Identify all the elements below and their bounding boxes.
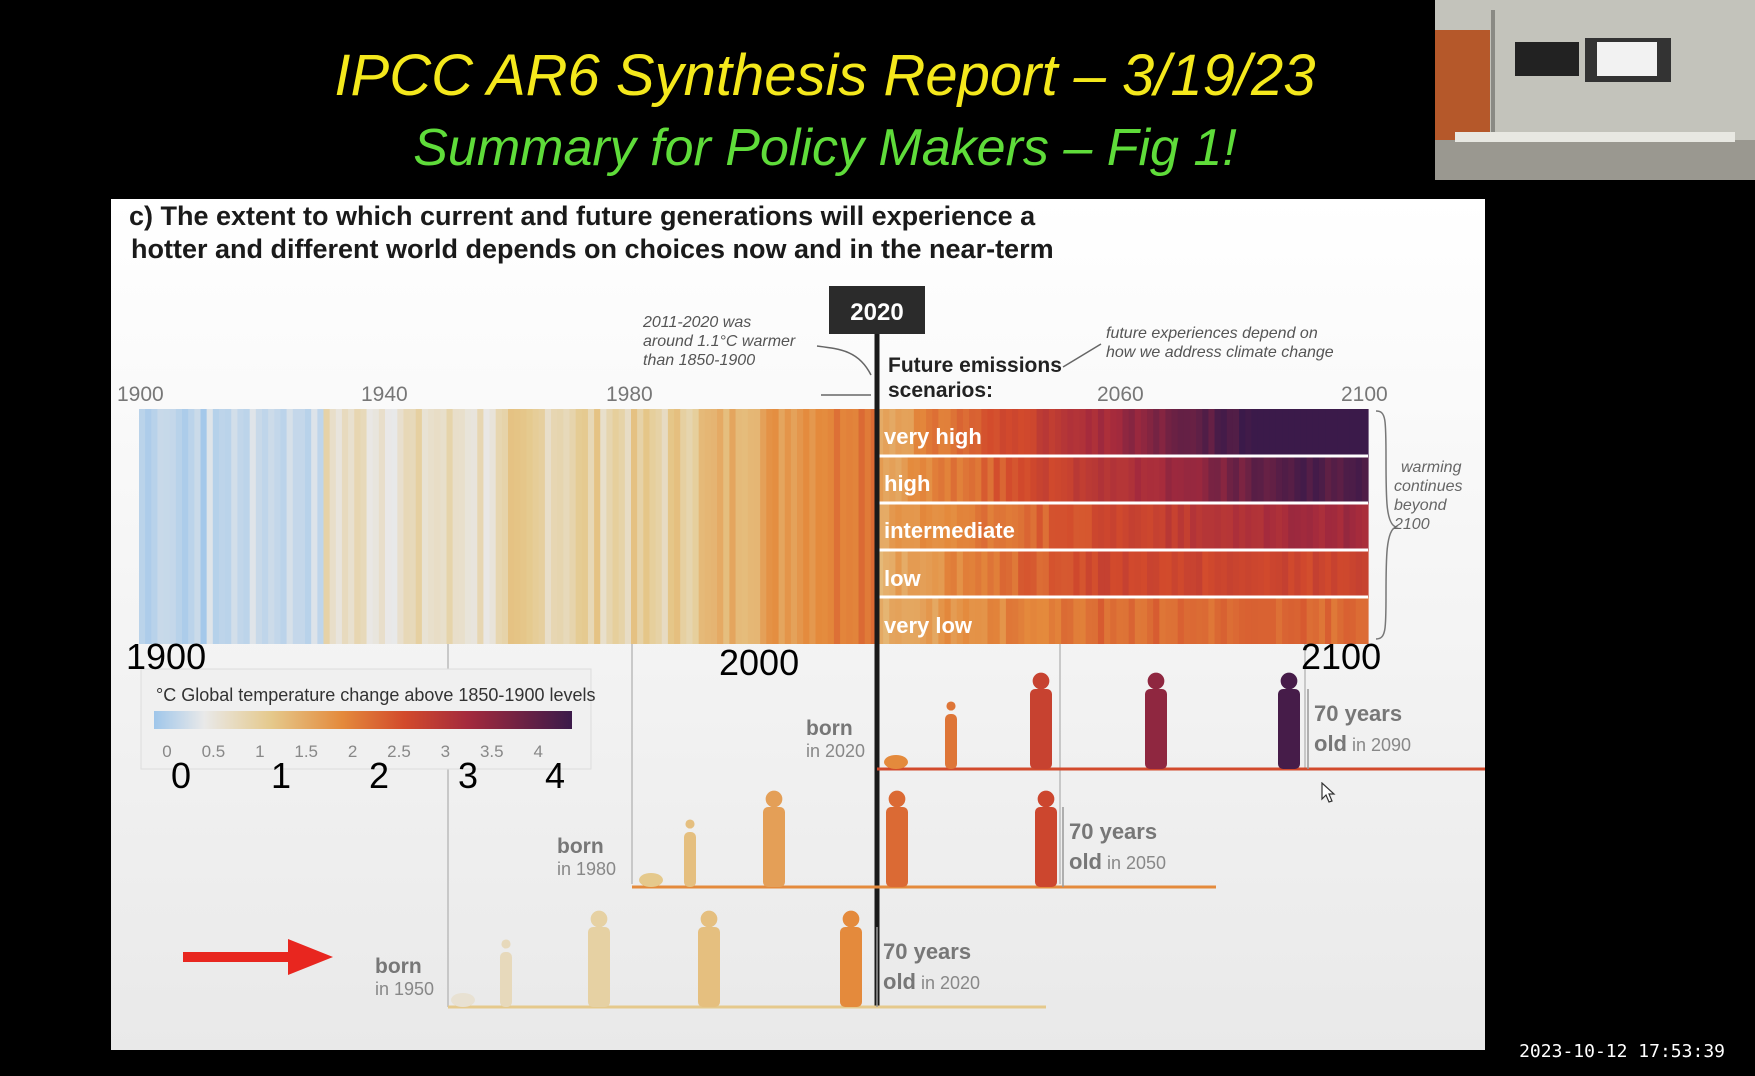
scenario-high: high xyxy=(884,471,930,496)
warming-note-4: 2100 xyxy=(1393,516,1430,533)
person-figure-icon xyxy=(700,910,718,928)
old-word-1: old xyxy=(1069,849,1102,874)
axis-year-1940: 1940 xyxy=(361,383,408,406)
slide-title: IPCC AR6 Synthesis Report – 3/19/23 xyxy=(334,43,1316,108)
old-year-1: in 2050 xyxy=(1107,853,1166,873)
legend-tick-4: 2 xyxy=(348,742,357,761)
scenario-stripes xyxy=(877,409,1369,644)
old-word-0: old xyxy=(1314,731,1347,756)
historical-stripes xyxy=(139,409,878,644)
figure-slide: c) The extent to which current and futur… xyxy=(111,199,1485,1050)
baby-figure-icon xyxy=(639,873,663,887)
note-left-2: around 1.1°C warmer xyxy=(643,333,796,350)
legend-tick-2: 1 xyxy=(255,742,264,761)
warming-stripes-figure: c) The extent to which current and futur… xyxy=(111,199,1485,1050)
figure-heading-line2: hotter and different world depends on ch… xyxy=(131,234,1054,264)
person-figure-icon xyxy=(501,939,511,949)
year-badge xyxy=(829,286,925,334)
person-figure-icon xyxy=(1037,790,1055,808)
person-figure-icon xyxy=(888,790,906,808)
red-arrow-icon xyxy=(183,939,333,975)
overlay-scale-2: 2 xyxy=(369,755,390,796)
age-word-0: 70 years xyxy=(1314,701,1402,726)
legend-tick-1: 0.5 xyxy=(202,742,226,761)
scenario-very-high: very high xyxy=(884,424,982,449)
born-year-1: in 1980 xyxy=(557,859,616,879)
person-figure-icon xyxy=(946,701,956,711)
born-year-2: in 1950 xyxy=(375,979,434,999)
born-word-0: born xyxy=(806,717,853,740)
person-figure-icon xyxy=(590,910,608,928)
overlay-scale-3: 3 xyxy=(458,755,479,796)
year-badge-label: 2020 xyxy=(850,299,903,326)
baby-figure-icon xyxy=(451,993,475,1007)
legend-tick-5: 2.5 xyxy=(387,742,411,761)
person-figure-icon xyxy=(685,819,695,829)
axis-year-1900: 1900 xyxy=(117,383,164,406)
overlay-year-1900: 1900 xyxy=(126,636,207,677)
legend-tick-0: 0 xyxy=(162,742,171,761)
baby-figure-icon xyxy=(884,755,908,769)
overlay-scale-0: 0 xyxy=(171,755,192,796)
overlay-scale-4: 4 xyxy=(545,755,566,796)
note-right-2: how we address climate change xyxy=(1106,344,1334,361)
axis-year-2060: 2060 xyxy=(1097,383,1144,406)
legend-tick-7: 3.5 xyxy=(480,742,504,761)
figure-heading-line1: c) The extent to which current and futur… xyxy=(129,201,1036,231)
born-word-2: born xyxy=(375,955,422,978)
recording-timestamp: 2023-10-12 17:53:39 xyxy=(1519,1041,1725,1062)
born-word-1: born xyxy=(557,835,604,858)
note-left-3: than 1850-1900 xyxy=(643,352,755,369)
overlay-year-2100: 2100 xyxy=(1301,636,1382,677)
old-year-0: in 2090 xyxy=(1352,735,1411,755)
legend-tick-6: 3 xyxy=(441,742,450,761)
axis-year-1980: 1980 xyxy=(606,383,653,406)
note-right-1: future experiences depend on xyxy=(1106,325,1318,342)
old-word-2: old xyxy=(883,969,916,994)
overlay-scale-1: 1 xyxy=(271,755,292,796)
slide-subtitle: Summary for Policy Makers – Fig 1! xyxy=(413,119,1237,177)
overlay-year-2000: 2000 xyxy=(719,642,800,683)
legend-color-scale xyxy=(154,711,572,729)
scenario-intermediate: intermediate xyxy=(884,518,1015,543)
scenario-low: low xyxy=(884,566,922,591)
age-word-1: 70 years xyxy=(1069,819,1157,844)
person-figure-icon xyxy=(842,910,860,928)
legend-tick-8: 4 xyxy=(533,742,542,761)
legend-title: °C Global temperature change above 1850-… xyxy=(156,685,595,705)
webcam-preview xyxy=(1435,0,1755,180)
warming-note-1: warming xyxy=(1401,459,1462,476)
mouse-cursor-icon xyxy=(1321,782,1336,803)
note-left-1: 2011-2020 was xyxy=(642,314,751,331)
person-figure-icon xyxy=(765,790,783,808)
future-label-2: scenarios: xyxy=(888,379,993,402)
old-year-2: in 2020 xyxy=(921,973,980,993)
future-label-1: Future emissions xyxy=(888,354,1062,377)
age-word-2: 70 years xyxy=(883,939,971,964)
person-figure-icon xyxy=(1280,672,1298,690)
person-figure-icon xyxy=(1032,672,1050,690)
legend-tick-3: 1.5 xyxy=(294,742,318,761)
warming-note-3: beyond xyxy=(1394,497,1448,514)
person-figure-icon xyxy=(1147,672,1165,690)
warming-note-2: continues xyxy=(1394,478,1463,495)
scenario-very-low: very low xyxy=(884,613,973,638)
axis-year-2100: 2100 xyxy=(1341,383,1388,406)
born-year-0: in 2020 xyxy=(806,741,865,761)
